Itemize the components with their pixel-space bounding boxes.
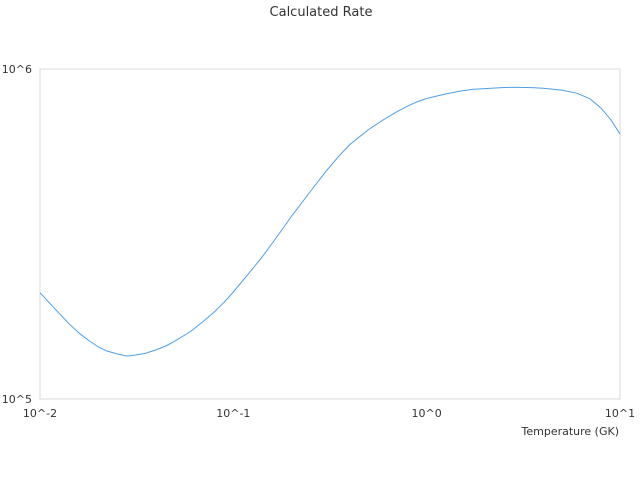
y-tick-label: 10^5 bbox=[2, 393, 32, 406]
x-tick-label: 10^1 bbox=[605, 407, 635, 420]
y-tick-label: 10^6 bbox=[2, 63, 32, 76]
series-line bbox=[39, 86, 621, 357]
chart-title: Calculated Rate bbox=[270, 5, 373, 20]
x-axis-label: Temperature (GK) bbox=[521, 425, 620, 438]
x-tick-label: 10^0 bbox=[412, 407, 442, 420]
series-layer bbox=[39, 86, 621, 357]
plot-area-border bbox=[39, 68, 621, 400]
y-axis: 10^5 10^6 bbox=[2, 63, 32, 406]
x-tick-label: 10^-2 bbox=[23, 407, 57, 420]
x-axis: 10^-2 10^-1 10^0 10^1 bbox=[23, 407, 635, 420]
x-tick-label: 10^-1 bbox=[216, 407, 250, 420]
